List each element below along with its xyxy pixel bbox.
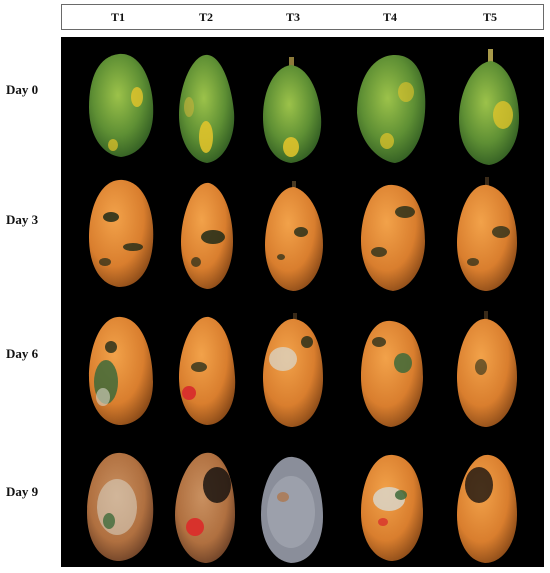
- papaya-t5-day-9: [457, 454, 517, 563]
- papaya-t4-day-3: [361, 184, 425, 291]
- papaya-t5-day-6: [457, 311, 517, 427]
- papaya-t2-day-3: [181, 182, 233, 289]
- papaya-t3-day-6: [263, 313, 323, 427]
- papaya-t1-day-9: [87, 452, 154, 561]
- column-label-t2: T2: [198, 10, 214, 24]
- papaya-t1-day-3: [89, 179, 154, 287]
- papaya-t3-day-9: [261, 456, 323, 563]
- column-label-t3: T3: [285, 10, 301, 24]
- papaya-t2-day-9: [175, 452, 235, 563]
- papaya-t1-day-6: [89, 316, 153, 425]
- papaya-t3-day-3: [265, 181, 323, 291]
- papaya-t5-day-3: [457, 177, 517, 291]
- row-label-day-3: Day 3: [6, 212, 39, 227]
- column-header-box: [61, 4, 544, 30]
- papaya-t1-day-0: [89, 53, 154, 157]
- column-label-t4: T4: [382, 10, 398, 24]
- papaya-t4-day-6: [361, 320, 423, 427]
- row-label-day-6: Day 6: [6, 346, 39, 361]
- row-label-day-0: Day 0: [6, 82, 39, 97]
- papaya-photo-grid: [61, 37, 544, 567]
- papaya-t3-day-0: [263, 57, 322, 163]
- papaya-t2-day-6: [179, 316, 236, 425]
- column-label-t5: T5: [482, 10, 498, 24]
- papaya-t4-day-9: [361, 454, 423, 561]
- column-label-t1: T1: [110, 10, 126, 24]
- row-label-day-9: Day 9: [6, 484, 39, 499]
- papaya-t5-day-0: [459, 49, 519, 165]
- papaya-photo-canvas: [87, 49, 519, 563]
- papaya-t4-day-0: [357, 55, 426, 163]
- papaya-t2-day-0: [179, 54, 235, 163]
